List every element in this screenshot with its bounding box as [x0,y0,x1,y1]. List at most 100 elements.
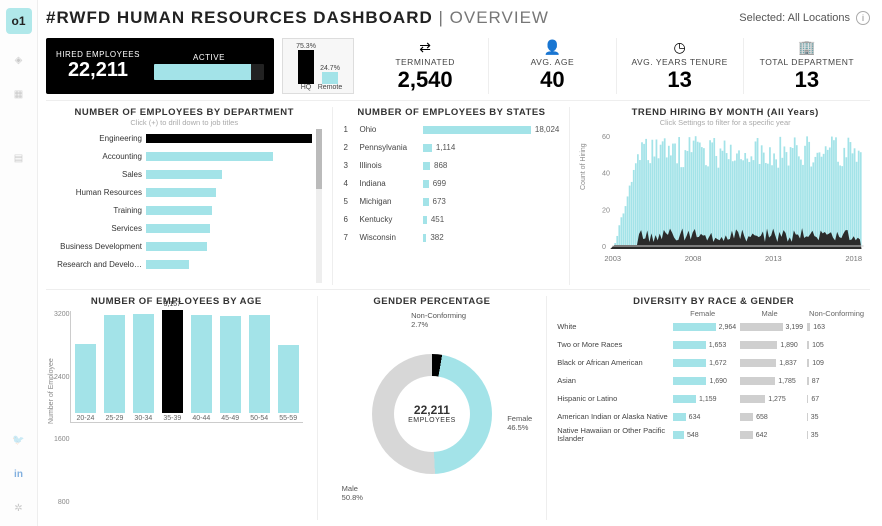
diversity-label: Asian [557,377,669,385]
nav-icon-diamond[interactable]: ◈ [11,52,27,68]
gender-female-label: Female46.5% [507,414,532,432]
gender-male-label: Male50.8% [342,484,363,502]
dept-row[interactable]: Accounting [46,149,312,164]
age-col: 55-59 [278,345,299,422]
trend-title: TREND HIRING BY MONTH (All Years) [580,107,870,118]
diversity-col-header: Non-Conforming [803,309,870,318]
twitter-icon[interactable]: 🐦 [11,432,27,448]
state-row[interactable]: 2Pennsylvania1,114 [343,140,559,155]
state-value: 451 [431,215,444,224]
diversity-row: Asian 1,690 1,785 87 [557,372,870,390]
age-ytick: 800 [54,499,70,506]
diversity-val-n: 35 [811,432,819,439]
diversity-val-m: 658 [756,414,768,421]
state-bar [423,144,431,152]
state-rank: 6 [343,215,353,224]
diversity-val-m: 1,890 [780,342,798,349]
state-bar [423,234,426,242]
age-bar [104,315,125,413]
kpi-2: ◷AVG. YEARS TENURE13 [616,38,743,94]
nav-icon-doc[interactable]: ▤ [11,150,27,166]
dept-bar [146,170,222,179]
dept-row[interactable]: Services [46,221,312,236]
diversity-label: Black or African American [557,359,669,367]
diversity-bar-n [807,395,808,403]
state-row[interactable]: 3Illinois868 [343,158,559,173]
diversity-bar-f [673,359,706,367]
share-icon[interactable]: ✲ [11,500,27,516]
state-bar [423,126,530,134]
diversity-row: Hispanic or Latino 1,159 1,275 67 [557,390,870,408]
dept-label: Accounting [46,152,142,161]
gender-donut: 22,211 EMPLOYEES [372,354,492,474]
info-icon[interactable]: i [856,11,870,25]
age-col: 50-54 [249,315,270,422]
kpi-icon: 👤 [544,39,561,55]
kpi-row: HIRED EMPLOYEES 22,211 ACTIVE 75.3%HQ 24… [46,34,870,101]
page-title: #RWFD HUMAN RESOURCES DASHBOARD | OVERVI… [46,8,549,28]
dept-bar [146,206,212,215]
kpi-label: AVG. YEARS TENURE [631,57,727,67]
diversity-bar-m [740,377,775,385]
nav-icon-grid[interactable]: ▦ [11,86,27,102]
dept-bar [146,188,216,197]
diversity-bar-m [740,341,777,349]
dept-row[interactable]: Sales [46,167,312,182]
diversity-bar-f [673,341,706,349]
age-max-label: 3,157 [164,301,182,308]
dept-row[interactable]: Business Development [46,239,312,254]
state-row[interactable]: 4Indiana699 [343,176,559,191]
age-bar [278,345,299,413]
diversity-val-n: 67 [811,396,819,403]
hq-pct: 75.3% [296,43,316,50]
kpi-value: 13 [795,67,819,93]
diversity-val-f: 1,653 [709,342,727,349]
age-xlabel: 30-34 [134,415,152,422]
age-bar [220,316,241,413]
dept-row[interactable]: Training [46,203,312,218]
diversity-bar-f [673,413,685,421]
kpi-value: 40 [540,67,564,93]
diversity-val-n: 35 [811,414,819,421]
state-row[interactable]: 7Wisconsin382 [343,230,559,245]
panel-states: NUMBER OF EMPLOYEES BY STATES 1Ohio18,02… [343,107,559,285]
dept-row[interactable]: Human Resources [46,185,312,200]
panel-trend: TREND HIRING BY MONTH (All Years) Click … [580,107,870,285]
state-rank: 2 [343,143,353,152]
gender-nc-label: Non-Conforming2.7% [411,311,466,329]
dept-bar [146,134,312,143]
app-logo[interactable]: o1 [6,8,32,34]
svg-text:20: 20 [602,207,610,214]
age-col: 3,15735-39 [162,301,183,422]
dept-row[interactable]: Engineering [46,131,312,146]
hq-remote-card: 75.3%HQ 24.7%Remote [282,38,354,94]
diversity-val-f: 548 [687,432,699,439]
age-bar [249,315,270,413]
dept-scrollbar[interactable] [316,129,322,283]
diversity-val-n: 105 [812,342,824,349]
dept-label: Human Resources [46,188,142,197]
diversity-title: DIVERSITY BY RACE & GENDER [557,296,870,307]
state-rank: 4 [343,179,353,188]
diversity-val-f: 2,964 [719,324,737,331]
dept-row[interactable]: Research and Develo… [46,257,312,272]
state-row[interactable]: 5Michigan673 [343,194,559,209]
age-xlabel: 50-54 [250,415,268,422]
diversity-row: American Indian or Alaska Native 634 658… [557,408,870,426]
state-value: 868 [434,161,447,170]
diversity-label: Native Hawaiian or Other Pacific Islande… [557,427,669,444]
diversity-val-m: 1,275 [768,396,786,403]
state-row[interactable]: 1Ohio18,024 [343,122,559,137]
hired-value: 22,211 [56,59,140,82]
kpi-value: 2,540 [398,67,453,93]
dept-label: Business Development [46,242,142,251]
diversity-bar-m [740,431,753,439]
linkedin-icon[interactable]: in [11,466,27,482]
state-row[interactable]: 6Kentucky451 [343,212,559,227]
state-label: Wisconsin [359,233,417,242]
diversity-val-m: 1,785 [778,378,796,385]
diversity-label: American Indian or Alaska Native [557,413,669,421]
panel-diversity: DIVERSITY BY RACE & GENDER FemaleMaleNon… [557,296,870,520]
panel-gender: GENDER PERCENTAGE Non-Conforming2.7% Fem… [328,296,537,520]
age-bar [133,314,154,413]
